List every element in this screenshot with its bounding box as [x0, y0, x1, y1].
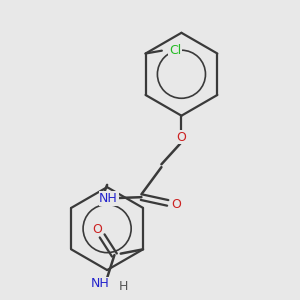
Text: O: O	[171, 198, 181, 211]
Text: Cl: Cl	[169, 44, 181, 57]
Text: O: O	[176, 130, 186, 144]
Text: NH: NH	[99, 192, 118, 205]
Text: H: H	[118, 280, 128, 293]
Text: NH: NH	[91, 277, 110, 290]
Text: O: O	[92, 223, 102, 236]
